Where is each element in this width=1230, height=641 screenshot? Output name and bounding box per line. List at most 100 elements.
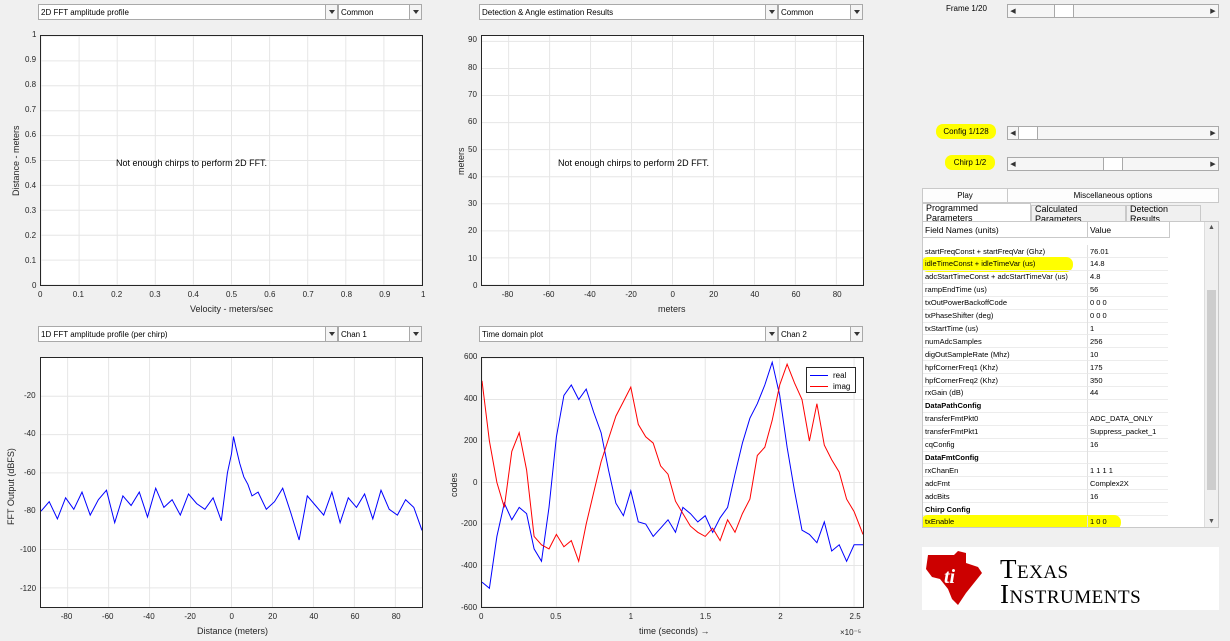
frame-slider[interactable]: ◀ ▶	[1007, 4, 1219, 18]
plot-svg	[482, 36, 863, 285]
table-row: adcFmt Complex2X	[923, 477, 1168, 491]
dropdown-value: 2D FFT amplitude profile	[41, 7, 129, 17]
y-axis-label: codes	[449, 472, 459, 497]
tab-calculated-parameters[interactable]: Calculated Parameters	[1031, 204, 1126, 224]
plot-type-dropdown-bottom-mid[interactable]: Time domain plot	[479, 326, 778, 342]
sub-dropdown-top-mid[interactable]: Common	[778, 4, 863, 20]
field-name: hpfCornerFreq1 (Khz)	[923, 361, 1088, 375]
x-axis-label: Velocity - meters/sec	[190, 304, 274, 314]
chevron-down-icon[interactable]	[409, 327, 421, 341]
chevron-down-icon[interactable]	[325, 327, 337, 341]
field-name: digOutSampleRate (Mhz)	[923, 348, 1088, 362]
x-tick-label: 0.4	[187, 290, 199, 299]
no-data-message: Not enough chirps to perform 2D FFT.	[116, 158, 268, 168]
field-name: hpfCornerFreq2 (Khz)	[923, 374, 1088, 387]
channel-dropdown-bottom-mid[interactable]: Chan 2	[778, 326, 863, 342]
chevron-down-icon[interactable]: ▼	[1208, 518, 1215, 525]
chevron-down-icon[interactable]	[850, 5, 862, 19]
dropdown-value: Chan 2	[781, 329, 807, 339]
y-tick-label: 0	[32, 281, 37, 290]
field-value: 350	[1088, 374, 1168, 387]
field-value: 16	[1088, 439, 1168, 452]
y-tick-label: -120	[20, 583, 37, 593]
field-name: idleTimeConst + idleTimeVar (us)	[923, 257, 1088, 271]
field-name: txPhaseShifter (deg)	[923, 309, 1088, 323]
plot-type-dropdown-bottom-left[interactable]: 1D FFT amplitude profile (per chirp)	[38, 326, 338, 342]
legend-real: real	[810, 371, 846, 380]
channel-dropdown-bottom-left[interactable]: Chan 1	[338, 326, 422, 342]
chirp-slider-thumb[interactable]	[1103, 158, 1123, 170]
table-row: rxGain (dB) 44	[923, 386, 1168, 400]
dropdown-value: Detection & Angle estimation Results	[482, 7, 614, 17]
legend-line-icon	[810, 375, 828, 376]
x-tick-label: -20	[184, 612, 196, 621]
field-name: adcBits	[923, 490, 1088, 504]
legend-line-icon	[810, 386, 828, 387]
x-tick-label: 0	[38, 290, 43, 299]
field-value: Complex2X	[1088, 477, 1168, 491]
chevron-down-icon[interactable]	[850, 327, 862, 341]
no-data-message: Not enough chirps to perform 2D FFT.	[558, 158, 710, 168]
table-row: txEnable 1 0 0	[923, 514, 1168, 527]
x-tick-label: 40	[309, 612, 319, 621]
chirp-slider[interactable]: ◀ ▶	[1007, 157, 1219, 171]
y-axis-label: FFT Output (dBFS)	[6, 448, 16, 525]
time-domain-plot-area: real imag	[481, 357, 864, 608]
field-value: 76.01	[1088, 245, 1168, 258]
fft-2d-plot-area: Not enough chirps to perform 2D FFT.	[40, 35, 423, 286]
x-tick-label: 0.6	[264, 290, 276, 299]
chevron-down-icon[interactable]	[765, 327, 777, 341]
x-tick-label: -20	[625, 290, 637, 299]
chevron-right-icon[interactable]: ▶	[1210, 8, 1216, 15]
tab-detection-results[interactable]: Detection Results	[1126, 204, 1201, 224]
chevron-up-icon[interactable]: ▲	[1208, 224, 1215, 231]
y-tick-label: 600	[464, 352, 478, 361]
tab-programmed-parameters[interactable]: Programmed Parameters	[922, 203, 1031, 223]
table-section-header: DataFmtConfig	[923, 451, 1168, 465]
chevron-left-icon[interactable]: ◀	[1010, 8, 1016, 15]
field-name: txStartTime (us)	[923, 322, 1088, 336]
x-tick-label: 0.1	[72, 290, 84, 299]
plot-type-dropdown-top-left[interactable]: 2D FFT amplitude profile	[38, 4, 338, 20]
plot-type-dropdown-top-mid[interactable]: Detection & Angle estimation Results	[479, 4, 778, 20]
play-button[interactable]: Play	[922, 188, 1008, 203]
chevron-right-icon[interactable]: ▶	[1210, 130, 1216, 137]
misc-options-button[interactable]: Miscellaneous options	[1007, 188, 1219, 203]
scrollbar-thumb[interactable]	[1207, 290, 1216, 490]
plot-svg	[41, 36, 422, 285]
x-tick-label: 0.8	[340, 290, 353, 299]
y-tick-label: 200	[464, 435, 478, 445]
sub-dropdown-top-left[interactable]: Common	[338, 4, 422, 20]
chevron-down-icon[interactable]	[409, 5, 421, 19]
table-row: adcBits 16	[923, 490, 1168, 504]
frame-slider-thumb[interactable]	[1053, 5, 1074, 17]
y-axis-label: meters	[456, 147, 466, 175]
chevron-left-icon[interactable]: ◀	[1010, 161, 1016, 168]
x-tick-label: 60	[350, 612, 360, 621]
x-tick-label: 0.9	[379, 290, 391, 299]
field-name: DataFmtConfig	[923, 451, 1088, 465]
chevron-down-icon[interactable]	[765, 5, 777, 19]
field-value: 0 0 0	[1088, 297, 1168, 310]
table-row: idleTimeConst + idleTimeVar (us) 14.8	[923, 256, 1168, 272]
field-value: ADC_DATA_ONLY	[1088, 413, 1168, 426]
y-tick-label: -100	[20, 545, 37, 555]
x-tick-label: 2	[778, 612, 783, 621]
y-tick-label: -400	[461, 561, 478, 571]
x-tick-label: 0.5	[550, 612, 562, 621]
chevron-left-icon[interactable]: ◀	[1010, 130, 1016, 137]
table-row: hpfCornerFreq1 (Khz) 175	[923, 361, 1168, 375]
y-tick-label: -80	[24, 506, 36, 516]
table-scrollbar[interactable]: ▲ ▼	[1204, 222, 1218, 527]
y-tick-label: 0.5	[25, 155, 37, 165]
config-slider-thumb[interactable]	[1018, 127, 1038, 139]
chevron-right-icon[interactable]: ▶	[1210, 161, 1216, 168]
chevron-down-icon[interactable]	[325, 5, 337, 19]
table-row: rxChanEn 1 1 1 1	[923, 464, 1168, 478]
field-value: 0 0 0	[1088, 310, 1168, 323]
config-slider[interactable]: ◀ ▶	[1007, 126, 1219, 140]
y-axis-label: Distance - meters	[11, 125, 21, 196]
y-tick-label: 0	[473, 281, 478, 290]
field-name: cqConfig	[923, 438, 1088, 452]
table-row: txOutPowerBackoffCode 0 0 0	[923, 296, 1168, 310]
